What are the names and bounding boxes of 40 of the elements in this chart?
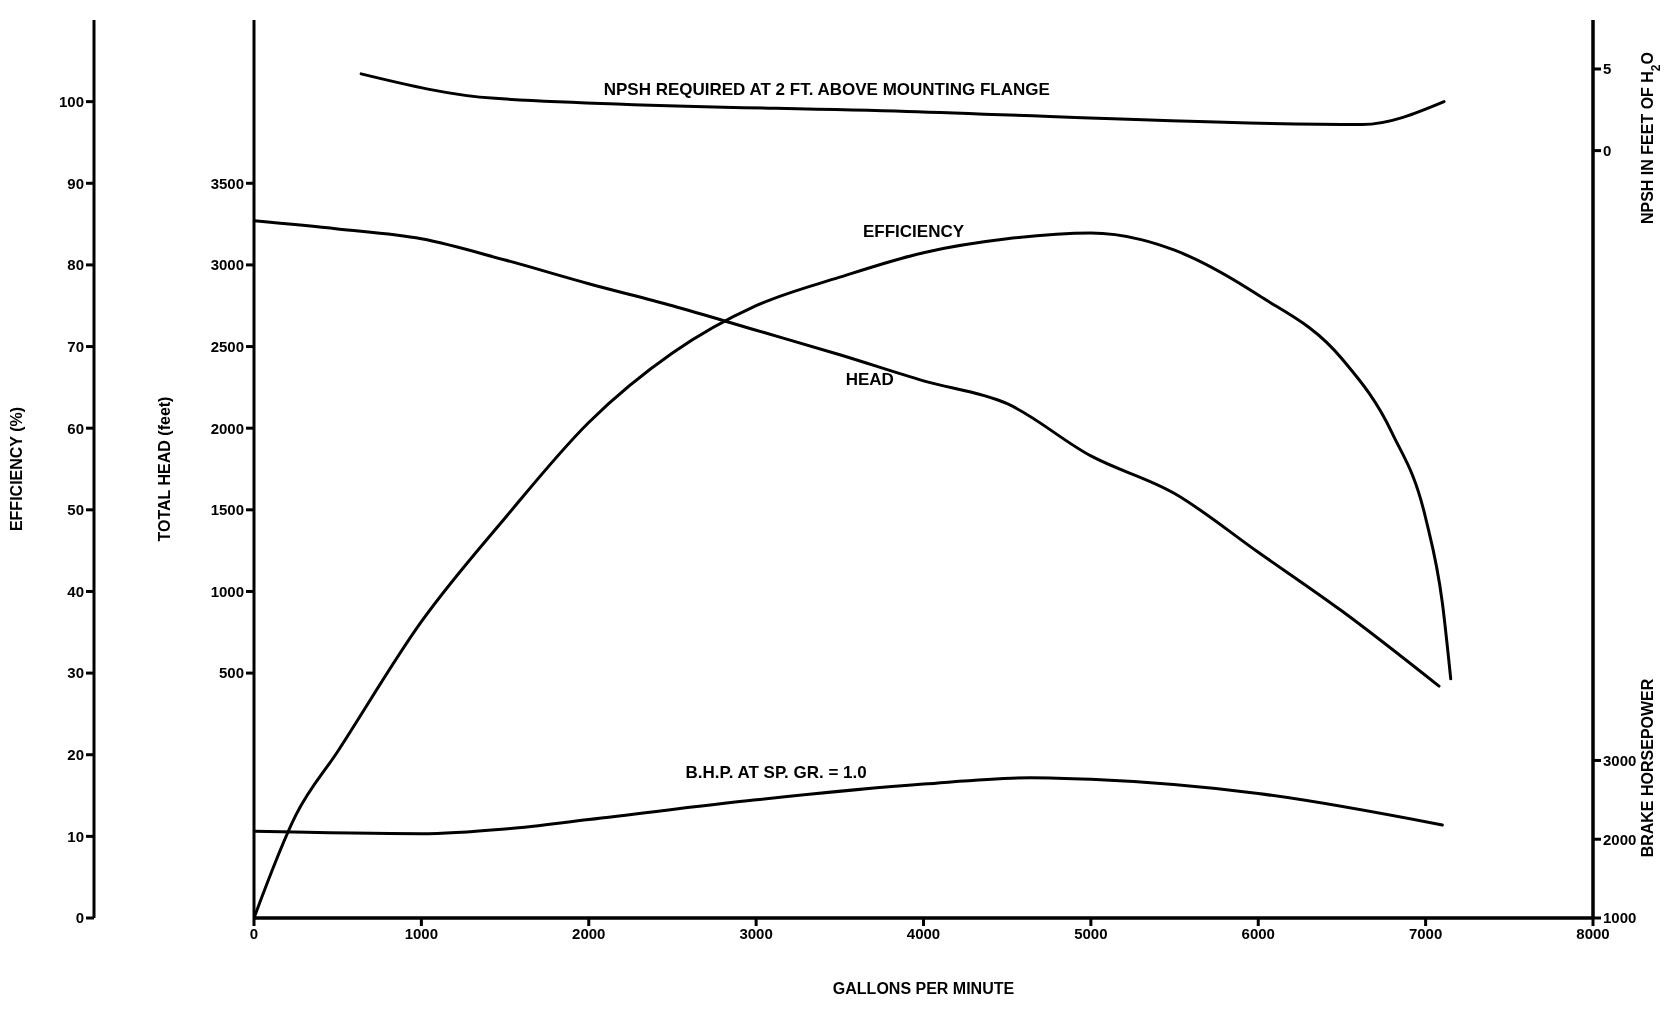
y3-tick-label: 3000 bbox=[1603, 751, 1637, 769]
x-tick-label: 6000 bbox=[1241, 924, 1275, 942]
y3-axis-title: BRAKE HORSEPOWER bbox=[1639, 678, 1656, 858]
y2-tick-label: 1000 bbox=[210, 582, 244, 600]
x-tick-label: 3000 bbox=[739, 924, 773, 942]
y-tick-label: 60 bbox=[67, 419, 84, 437]
x-tick-label: 7000 bbox=[1408, 924, 1443, 942]
x-tick-label: 2000 bbox=[572, 924, 606, 942]
y-tick-label: 100 bbox=[58, 92, 84, 110]
y-tick-label: 5 bbox=[1603, 60, 1612, 78]
line-series bbox=[359, 72, 1446, 126]
y-tick-label: 30 bbox=[67, 664, 84, 682]
y-tick-label: 70 bbox=[67, 337, 84, 355]
series-label: NPSH REQUIRED AT 2 FT. ABOVE MOUNTING FLANGE bbox=[603, 80, 1050, 100]
y3-tick-label: 2000 bbox=[1603, 830, 1637, 848]
y2-tick-label: 3500 bbox=[210, 174, 244, 192]
y-tick-label: 80 bbox=[67, 256, 84, 274]
x-tick-label: 1000 bbox=[404, 924, 439, 942]
y2-tick-label: 500 bbox=[218, 664, 244, 682]
y3-tick-label: 1000 bbox=[1603, 909, 1637, 927]
y2-tick-label: 2000 bbox=[210, 419, 244, 437]
series-label: HEAD bbox=[845, 369, 894, 389]
x-tick-label: 8000 bbox=[1576, 924, 1610, 942]
y2-axis-title: TOTAL HEAD (feet) bbox=[156, 396, 173, 542]
series-label: B.H.P. AT SP. GR. = 1.0 bbox=[685, 762, 867, 782]
series-label: EFFICIENCY bbox=[862, 221, 965, 241]
x-axis-title: GALLONS PER MINUTE bbox=[832, 980, 1015, 997]
y-tick-label: 50 bbox=[67, 501, 84, 519]
y-tick-label: 0 bbox=[75, 909, 84, 927]
y-tick-label: 10 bbox=[67, 827, 84, 845]
y-axis-title: EFFICIENCY (%) bbox=[8, 406, 25, 532]
y2-tick-label: 2500 bbox=[210, 337, 244, 355]
y-tick-label: 90 bbox=[67, 174, 84, 192]
x-tick-label: 4000 bbox=[906, 924, 941, 942]
y2-tick-label: 3000 bbox=[210, 256, 244, 274]
y2-tick-label: 1500 bbox=[210, 501, 244, 519]
x-tick-label: 5000 bbox=[1074, 924, 1108, 942]
x-tick-label: 0 bbox=[249, 924, 259, 942]
y-tick-label: 20 bbox=[67, 746, 84, 764]
y-tick-label: 40 bbox=[67, 582, 84, 600]
